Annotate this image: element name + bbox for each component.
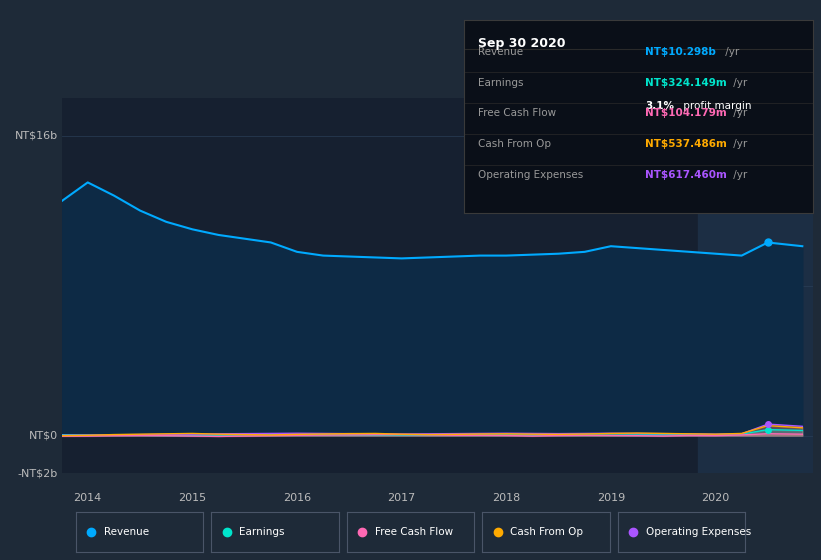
Text: 2016: 2016 — [283, 493, 311, 503]
Text: 2018: 2018 — [492, 493, 521, 503]
Text: Cash From Op: Cash From Op — [478, 139, 551, 150]
Text: Earnings: Earnings — [240, 527, 285, 537]
Text: NT$617.460m: NT$617.460m — [645, 170, 727, 180]
Text: Revenue: Revenue — [104, 527, 149, 537]
Text: -NT$2b: -NT$2b — [17, 468, 57, 478]
Text: 2014: 2014 — [74, 493, 102, 503]
Text: Earnings: Earnings — [478, 78, 523, 87]
Text: /yr: /yr — [730, 139, 747, 150]
Text: profit margin: profit margin — [680, 101, 752, 111]
Text: NT$324.149m: NT$324.149m — [645, 78, 727, 87]
Text: 2015: 2015 — [178, 493, 206, 503]
Text: NT$537.486m: NT$537.486m — [645, 139, 727, 150]
Text: 2020: 2020 — [701, 493, 730, 503]
Text: NT$10.298b: NT$10.298b — [645, 46, 716, 57]
Text: 2017: 2017 — [388, 493, 415, 503]
Text: /yr: /yr — [730, 170, 747, 180]
Text: /yr: /yr — [730, 78, 747, 87]
Text: Free Cash Flow: Free Cash Flow — [375, 527, 453, 537]
Text: Sep 30 2020: Sep 30 2020 — [478, 37, 566, 50]
Text: NT$16b: NT$16b — [15, 130, 57, 141]
Bar — [698, 98, 818, 473]
Text: Revenue: Revenue — [478, 46, 523, 57]
Text: /yr: /yr — [722, 46, 740, 57]
Text: 2019: 2019 — [597, 493, 625, 503]
Text: Cash From Op: Cash From Op — [511, 527, 584, 537]
Text: Operating Expenses: Operating Expenses — [646, 527, 751, 537]
Text: Operating Expenses: Operating Expenses — [478, 170, 583, 180]
Text: /yr: /yr — [730, 109, 747, 119]
Text: 3.1%: 3.1% — [645, 101, 674, 111]
Text: NT$0: NT$0 — [29, 431, 57, 441]
Text: NT$104.179m: NT$104.179m — [645, 109, 727, 119]
Text: Free Cash Flow: Free Cash Flow — [478, 109, 556, 119]
